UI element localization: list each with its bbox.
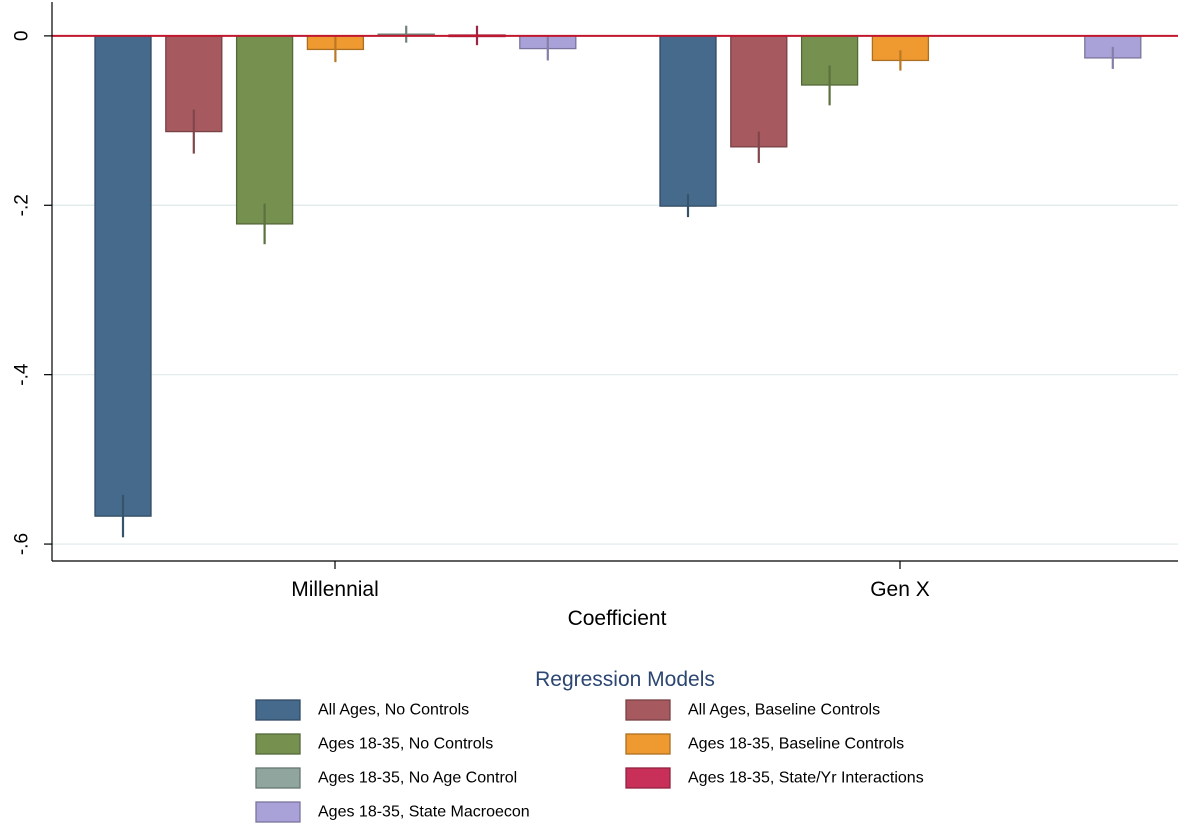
x-axis-title: Coefficient <box>568 607 667 630</box>
legend-swatch <box>256 768 300 788</box>
legend: Regression Models All Ages, No Controls A… <box>256 668 924 822</box>
legend-title: Regression Models <box>535 668 715 691</box>
x-tick-label: Millennial <box>291 578 379 601</box>
legend-label: All Ages, Baseline Controls <box>688 702 880 719</box>
legend-label: Ages 18-35, No Controls <box>318 736 493 753</box>
bar <box>237 36 293 224</box>
legend-swatch <box>626 734 670 754</box>
legend-swatch <box>256 734 300 754</box>
y-tick-label: 0 <box>12 31 33 42</box>
gridlines <box>52 205 1178 544</box>
legend-swatch <box>626 700 670 720</box>
bar <box>731 36 787 147</box>
legend-swatch <box>256 700 300 720</box>
legend-label: Ages 18-35, State/Yr Interactions <box>688 770 924 787</box>
y-tick-label: -.6 <box>12 533 33 555</box>
bar <box>95 36 151 516</box>
bar <box>660 36 716 206</box>
legend-label: All Ages, No Controls <box>318 702 469 719</box>
x-tick-label: Gen X <box>870 578 930 601</box>
y-tick-label: -.4 <box>12 363 33 386</box>
legend-label: Ages 18-35, State Macroecon <box>318 804 530 821</box>
legend-label: Ages 18-35, No Age Control <box>318 770 517 787</box>
bars <box>52 26 1178 538</box>
legend-swatch <box>626 768 670 788</box>
y-tick-label: -.2 <box>12 194 33 216</box>
legend-swatch <box>256 802 300 822</box>
legend-label: Ages 18-35, Baseline Controls <box>688 736 904 753</box>
